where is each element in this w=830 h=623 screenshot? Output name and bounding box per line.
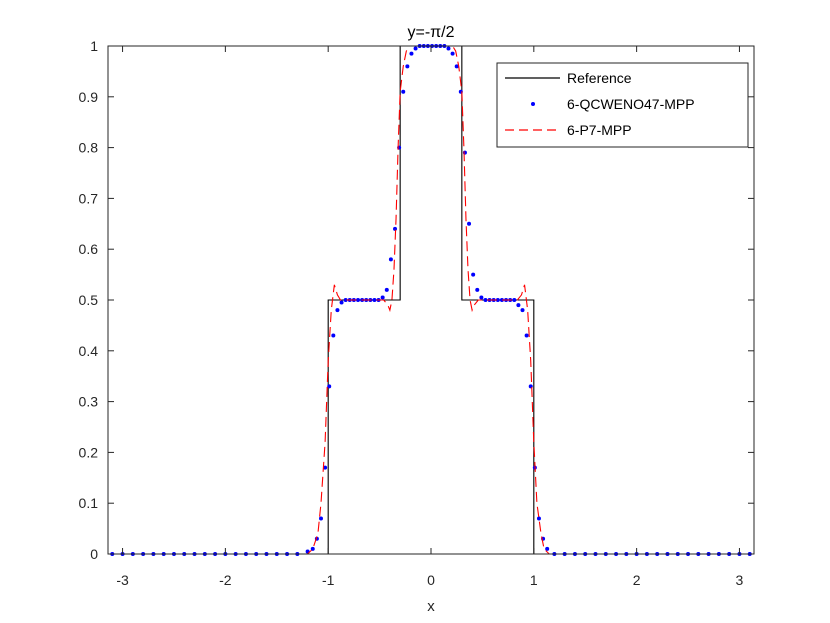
series-qcweno-point [327,384,332,389]
y-tick-label: 0.1 [79,495,99,511]
y-tick-label: 0 [90,546,98,562]
series-qcweno-point [331,333,336,338]
series-qcweno-point [483,298,488,302]
legend-box [496,62,749,148]
series-qcweno-point [372,298,377,302]
series-qcweno-point [393,226,398,231]
axis-ticks: -3 -2 -1 0 1 2 3 0 0.1 0.2 0.3 0.4 0.5 0.6 0.7 0.8 0.9 1 [79,38,754,588]
series-qcweno-point [318,516,323,521]
series-qcweno-point [499,298,504,302]
series-qcweno-point [401,89,406,94]
x-tick-label: 2 [633,572,641,588]
series-qcweno-point [512,298,517,302]
series-qcweno-point [343,298,348,302]
series-qcweno-point [516,303,521,308]
series-qcweno-point [339,300,344,305]
series-qcweno-point [471,272,476,277]
series-qcweno-point [380,295,385,300]
series-qcweno-point [413,46,418,51]
y-tick-label: 0.7 [79,190,99,206]
series-qcweno-point [524,333,529,338]
series-qcweno-point [356,298,361,302]
y-tick-label: 0.8 [79,140,99,156]
x-tick-label: -2 [219,572,232,588]
series-qcweno-point [450,51,455,56]
x-tick-label: 3 [736,572,744,588]
y-tick-label: 1 [90,38,98,54]
series-qcweno-point [520,308,525,313]
chart-title: y=-π/2 [407,24,454,41]
y-tick-label: 0.2 [79,444,99,460]
y-tick-label: 0.4 [79,343,99,359]
legend-label-reference: Reference [567,70,632,86]
legend-label-p7: 6-P7-MPP [567,122,632,138]
series-qcweno-point [545,546,550,551]
series-qcweno-point [335,308,340,313]
series-qcweno-point [536,516,541,521]
series-qcweno-point [479,295,484,300]
legend-swatch-qcweno [531,102,535,106]
series-qcweno-point [384,287,389,292]
series-qcweno-point [446,46,451,51]
y-tick-label: 0.3 [79,394,99,410]
series-qcweno-point [323,465,328,470]
series-qcweno-point [310,546,315,551]
x-axis-label: x [427,598,435,615]
series-qcweno-point [454,64,459,69]
legend-label-qcweno: 6-QCWENO47-MPP [567,96,695,112]
y-tick-label: 0.6 [79,241,99,257]
y-tick-label: 0.9 [79,89,99,105]
y-tick-label: 0.5 [79,292,99,308]
series-qcweno-point [405,64,410,69]
series-qcweno-point [388,257,393,262]
series-qcweno-point [409,51,414,56]
series-qcweno-point [467,221,472,226]
x-tick-label: 1 [530,572,538,588]
legend: Reference 6-QCWENO47-MPP 6-P7-MPP [496,62,749,148]
x-tick-label: 0 [427,572,435,588]
x-tick-label: -3 [116,572,129,588]
series-qcweno-point [495,298,500,302]
series-qcweno-point [475,287,480,292]
x-tick-label: -1 [322,572,335,588]
